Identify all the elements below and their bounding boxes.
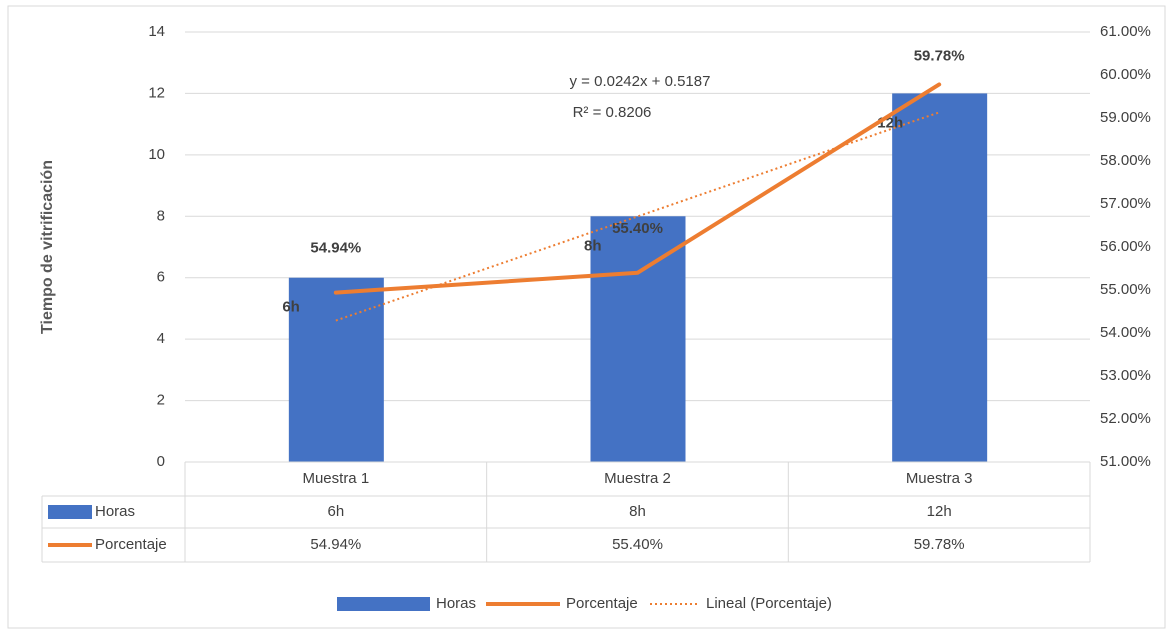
y2-tick-label: 54.00% (1100, 324, 1151, 341)
bar-data-label: 6h (282, 299, 300, 316)
x-tick-label: Muestra 1 (302, 470, 369, 487)
legend-key (337, 597, 430, 611)
y-tick-label: 2 (157, 392, 165, 409)
table-row-header: Horas (95, 503, 135, 520)
y2-tick-label: 59.00% (1100, 109, 1151, 126)
table-cell: 6h (327, 503, 344, 520)
bar (288, 277, 384, 462)
y2-tick-label: 58.00% (1100, 152, 1151, 169)
y2-tick-label: 55.00% (1100, 281, 1151, 298)
trend-equation: y = 0.0242x + 0.5187 (570, 73, 711, 90)
line-data-label: 55.40% (612, 220, 663, 237)
y-tick-label: 6 (157, 269, 165, 286)
y2-tick-label: 61.00% (1100, 23, 1151, 40)
table-cell: 59.78% (914, 536, 965, 553)
y-tick-label: 0 (157, 453, 165, 470)
legend-label: Porcentaje (566, 595, 638, 612)
legend-label: Lineal (Porcentaje) (706, 595, 832, 612)
y-axis-label: Tiempo de vitrificación (39, 160, 56, 334)
bar (892, 93, 988, 462)
y-tick-label: 12 (148, 84, 165, 101)
y-tick-label: 14 (148, 23, 165, 40)
x-tick-label: Muestra 2 (604, 470, 671, 487)
y2-tick-label: 51.00% (1100, 453, 1151, 470)
table-cell: 12h (927, 503, 952, 520)
y2-tick-label: 53.00% (1100, 367, 1151, 384)
bar-data-label: 8h (584, 237, 602, 254)
line-data-label: 59.78% (914, 47, 965, 64)
table-key (48, 505, 92, 519)
trend-r2: R² = 0.8206 (573, 104, 652, 121)
y2-tick-label: 56.00% (1100, 238, 1151, 255)
bar (590, 216, 686, 462)
y2-tick-label: 60.00% (1100, 66, 1151, 83)
y-tick-label: 4 (157, 330, 165, 347)
y2-tick-label: 57.00% (1100, 195, 1151, 212)
table-cell: 54.94% (310, 536, 361, 553)
x-tick-label: Muestra 3 (906, 470, 973, 487)
y-tick-label: 10 (148, 146, 165, 163)
trendline (335, 111, 940, 322)
line-data-label: 54.94% (310, 240, 361, 257)
table-row-header: Porcentaje (95, 536, 167, 553)
table-cell: 8h (629, 503, 646, 520)
chart-border (7, 5, 1166, 629)
legend-label: Horas (436, 595, 476, 612)
y-tick-label: 8 (157, 207, 165, 224)
y2-tick-label: 52.00% (1100, 410, 1151, 427)
table-cell: 55.40% (612, 536, 663, 553)
